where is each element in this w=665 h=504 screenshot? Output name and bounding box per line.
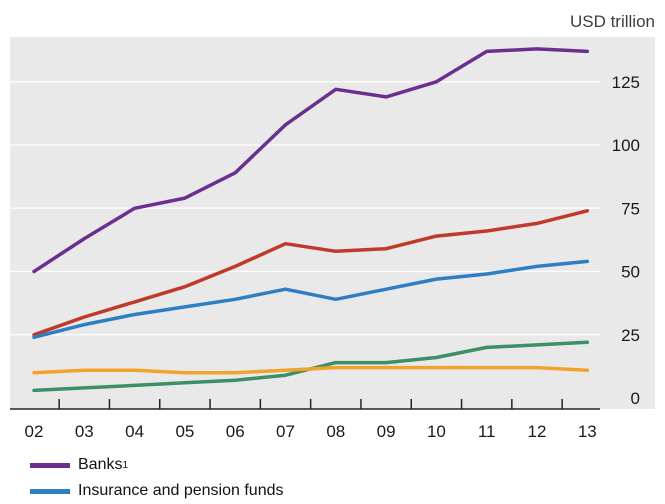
y-tick-label-0: 0 — [631, 389, 640, 408]
x-tick-label-05: 05 — [175, 422, 194, 441]
x-tick-label-10: 10 — [427, 422, 446, 441]
x-tick-label-02: 02 — [25, 422, 44, 441]
legend-swatch-insurance — [30, 488, 70, 494]
legend-item-banks: Banks 1 — [30, 452, 283, 478]
series-line-4 — [32, 365, 590, 375]
legend-label-banks: Banks — [78, 456, 123, 473]
legend-swatch-banks — [30, 462, 70, 468]
y-tick-label-100: 100 — [612, 136, 640, 155]
legend-item-insurance: Insurance and pension funds — [30, 478, 283, 504]
legend-label-insurance: Insurance and pension funds — [78, 482, 284, 499]
y-tick-label-25: 25 — [621, 326, 640, 345]
x-tick-label-06: 06 — [226, 422, 245, 441]
series-line-1 — [32, 209, 590, 337]
y-tick-label-50: 50 — [621, 263, 640, 282]
legend-footnote-banks: 1 — [122, 459, 129, 471]
legend: Banks 1 Insurance and pension funds — [30, 452, 283, 504]
series-line-2 — [32, 259, 590, 340]
plot-area-background — [10, 37, 655, 409]
series-line-0 — [32, 47, 590, 274]
grid-lines — [10, 81, 600, 336]
series-lines — [32, 47, 590, 393]
x-tick-label-12: 12 — [528, 422, 547, 441]
x-tick-label-11: 11 — [478, 422, 496, 441]
y-axis: 0 25 50 75 100 125 — [612, 73, 640, 408]
y-tick-label-125: 125 — [612, 73, 640, 92]
x-tick-label-04: 04 — [125, 422, 144, 441]
x-tick-label-08: 08 — [326, 422, 345, 441]
x-tick-label-03: 03 — [75, 422, 94, 441]
x-tick-label-07: 07 — [276, 422, 295, 441]
x-tick-label-13: 13 — [578, 422, 597, 441]
unit-label: USD trillion — [569, 12, 655, 31]
x-axis: 02 03 04 05 06 07 08 09 10 11 12 13 — [10, 399, 600, 441]
y-tick-label-75: 75 — [621, 199, 640, 218]
x-tick-label-09: 09 — [377, 422, 396, 441]
